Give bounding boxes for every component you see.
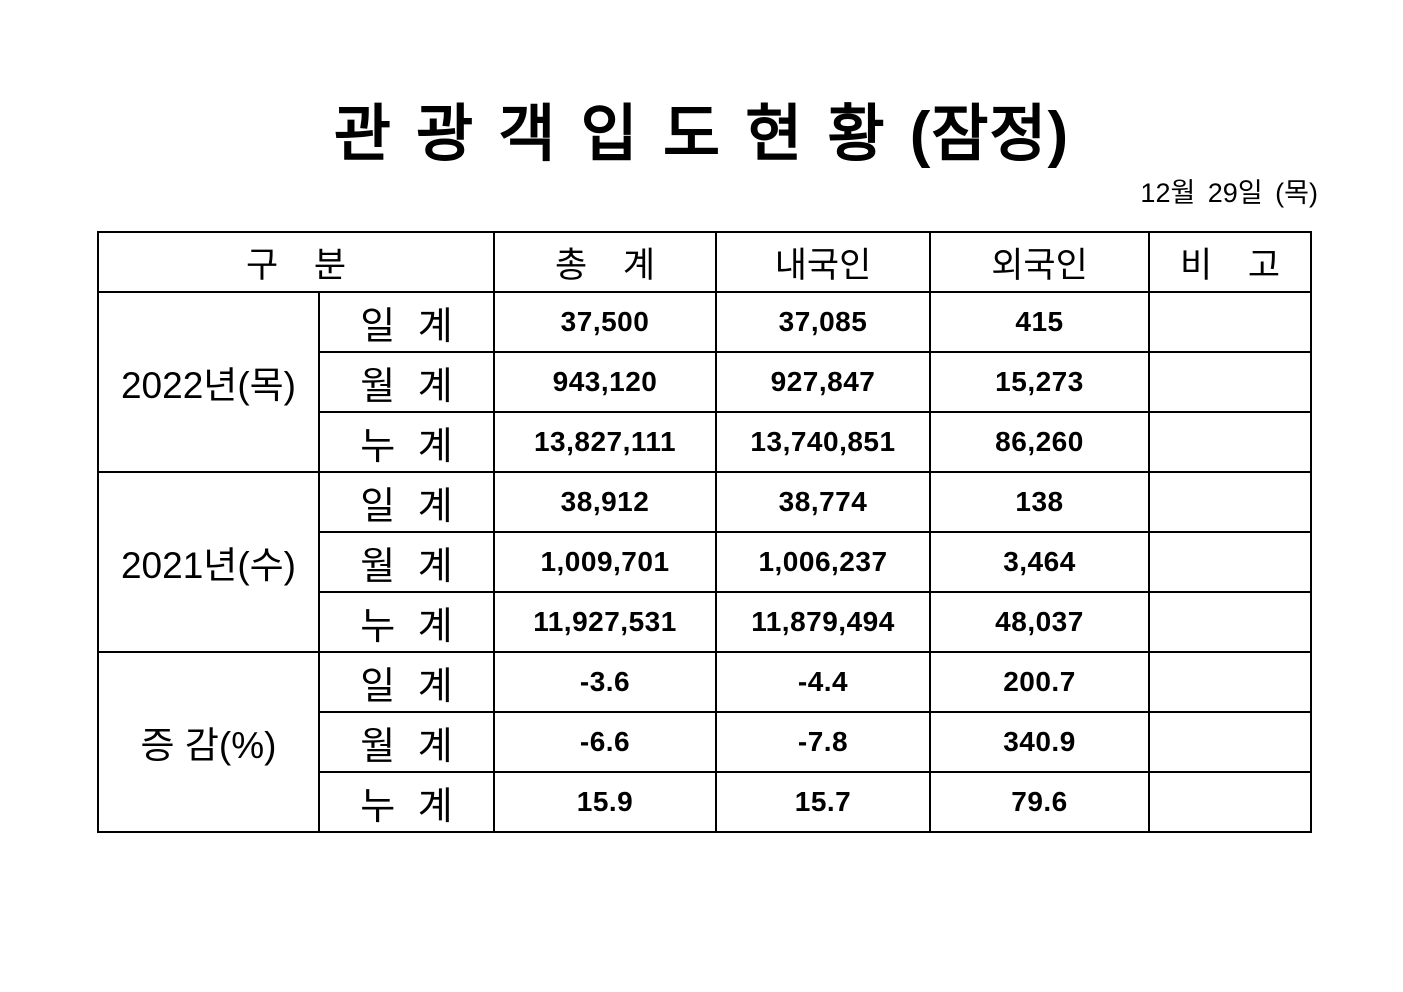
row-label-monthly: 월 계 <box>318 351 495 413</box>
header-domestic: 내국인 <box>715 231 931 293</box>
table-row: 누 계 13,827,111 13,740,851 86,260 <box>98 411 1312 473</box>
row-label-daily: 일 계 <box>318 291 495 353</box>
value-total: 943,120 <box>493 351 717 413</box>
value-note <box>1148 651 1312 713</box>
tourist-arrival-table: 구 분 총 계 내국인 외국인 비 고 2022년(목) 일 계 37,500 … <box>97 231 1312 833</box>
value-total: 15.9 <box>493 771 717 833</box>
group-change-pct: 증 감(%) <box>97 651 320 833</box>
table-row: 2022년(목) 일 계 37,500 37,085 415 <box>97 291 1312 473</box>
header-total: 총 계 <box>493 231 717 293</box>
value-note <box>1148 471 1312 533</box>
row-label-monthly: 월 계 <box>318 531 495 593</box>
value-note <box>1148 411 1312 473</box>
value-foreign: 15,273 <box>929 351 1150 413</box>
page-title: 관 광 객 입 도 현 황 (잠정) <box>333 100 1070 169</box>
value-total: 1,009,701 <box>493 531 717 593</box>
group-2022: 2022년(목) <box>97 291 320 473</box>
value-foreign: 79.6 <box>929 771 1150 833</box>
table-row: 월 계 1,009,701 1,006,237 3,464 <box>98 531 1312 593</box>
value-domestic: 1,006,237 <box>715 531 931 593</box>
table-row: 월 계 -6.6 -7.8 340.9 <box>98 711 1312 773</box>
value-foreign: 48,037 <box>929 591 1150 653</box>
value-foreign: 340.9 <box>929 711 1150 773</box>
value-domestic: 13,740,851 <box>715 411 931 473</box>
value-note <box>1148 351 1312 413</box>
value-note <box>1148 591 1312 653</box>
value-total: 38,912 <box>493 471 717 533</box>
value-total: -3.6 <box>493 651 717 713</box>
table-row: 2021년(수) 일 계 38,912 38,774 138 <box>97 471 1312 653</box>
header-note: 비 고 <box>1148 231 1312 293</box>
table-row: 증 감(%) 일 계 -3.6 -4.4 200.7 <box>97 651 1312 833</box>
row-label-daily: 일 계 <box>318 651 495 713</box>
value-foreign: 138 <box>929 471 1150 533</box>
table-row: 누 계 11,927,531 11,879,494 48,037 <box>98 591 1312 653</box>
table-header-row: 구 분 총 계 내국인 외국인 비 고 <box>97 231 1312 293</box>
value-domestic: 11,879,494 <box>715 591 931 653</box>
value-note <box>1148 291 1312 353</box>
value-domestic: 15.7 <box>715 771 931 833</box>
value-domestic: 927,847 <box>715 351 931 413</box>
report-date: 12월 29일 (목) <box>1140 178 1318 208</box>
row-label-daily: 일 계 <box>318 471 495 533</box>
header-category: 구 분 <box>97 231 495 293</box>
table-row: 월 계 943,120 927,847 15,273 <box>98 351 1312 413</box>
value-note <box>1148 771 1312 833</box>
value-foreign: 3,464 <box>929 531 1150 593</box>
value-domestic: 37,085 <box>715 291 931 353</box>
value-total: 13,827,111 <box>493 411 717 473</box>
value-total: 11,927,531 <box>493 591 717 653</box>
value-foreign: 200.7 <box>929 651 1150 713</box>
value-foreign: 415 <box>929 291 1150 353</box>
header-foreign: 외국인 <box>929 231 1150 293</box>
value-total: -6.6 <box>493 711 717 773</box>
value-note <box>1148 711 1312 773</box>
row-label-cumulative: 누 계 <box>318 411 495 473</box>
value-note <box>1148 531 1312 593</box>
value-total: 37,500 <box>493 291 717 353</box>
row-label-cumulative: 누 계 <box>318 591 495 653</box>
table-row: 누 계 15.9 15.7 79.6 <box>98 771 1312 833</box>
value-domestic: -4.4 <box>715 651 931 713</box>
group-2021: 2021년(수) <box>97 471 320 653</box>
row-label-cumulative: 누 계 <box>318 771 495 833</box>
value-domestic: 38,774 <box>715 471 931 533</box>
value-foreign: 86,260 <box>929 411 1150 473</box>
value-domestic: -7.8 <box>715 711 931 773</box>
row-label-monthly: 월 계 <box>318 711 495 773</box>
